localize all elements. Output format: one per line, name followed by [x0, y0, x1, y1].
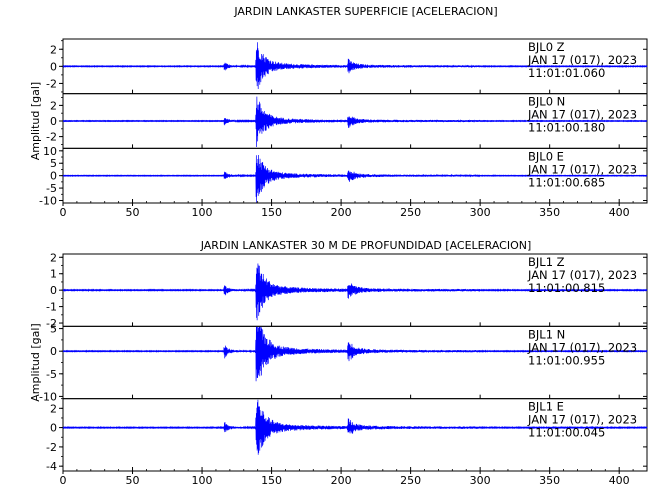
x-tick-label: 400	[609, 206, 630, 219]
trace-station-label: BJL1 Z	[528, 255, 565, 269]
trace-time-label: 11:01:00.815	[528, 281, 605, 295]
x-tick-label: 0	[60, 474, 67, 487]
y-tick-label: 2	[50, 43, 57, 56]
panel-2-ylabel: Amplitud [gal]	[29, 323, 42, 401]
y-tick-label: -5	[46, 182, 57, 195]
trace-date-label: JAN 17 (017), 2023	[527, 268, 637, 282]
y-tick-label: -10	[39, 390, 57, 403]
y-tick-label: -2	[46, 131, 57, 144]
trace-time-label: 11:01:01.060	[528, 66, 605, 80]
y-tick-label: 5	[50, 323, 57, 336]
trace-station-label: BJL0 Z	[528, 40, 565, 54]
y-tick-label: 0	[50, 115, 57, 128]
y-tick-label: 0	[50, 422, 57, 435]
y-tick-label: -1	[46, 301, 57, 314]
y-tick-label: 5	[50, 157, 57, 170]
y-tick-label: -2	[46, 77, 57, 90]
y-tick-label: -4	[46, 460, 57, 473]
trace-time-label: 11:01:00.955	[528, 353, 605, 367]
y-tick-label: 0	[50, 60, 57, 73]
y-tick-label: 1	[50, 268, 57, 281]
panel-2-title: JARDIN LANKASTER 30 M DE PROFUNDIDAD [AC…	[200, 239, 532, 252]
x-tick-label: 400	[609, 474, 630, 487]
x-tick-label: 300	[470, 474, 491, 487]
x-tick-label: 100	[192, 206, 213, 219]
trace-time-label: 11:01:00.045	[528, 426, 605, 440]
x-tick-label: 250	[400, 474, 421, 487]
trace-date-label: JAN 17 (017), 2023	[527, 413, 637, 427]
y-tick-label: -5	[46, 368, 57, 381]
y-tick-label: 2	[50, 251, 57, 264]
x-tick-label: 250	[400, 206, 421, 219]
trace-station-label: BJL0 N	[528, 95, 565, 109]
trace-station-label: BJL1 N	[528, 327, 565, 341]
panel-1-ylabel: Amplitud [gal]	[29, 82, 42, 160]
trace-date-label: JAN 17 (017), 2023	[527, 53, 637, 67]
trace-date-label: JAN 17 (017), 2023	[527, 340, 637, 354]
x-tick-label: 0	[60, 206, 67, 219]
y-tick-label: -2	[46, 441, 57, 454]
y-tick-label: 0	[50, 170, 57, 183]
y-tick-label: 2	[50, 99, 57, 112]
trace-time-label: 11:01:00.685	[528, 175, 605, 189]
trace-time-label: 11:01:00.180	[528, 121, 605, 135]
x-tick-label: 200	[331, 474, 352, 487]
trace-station-label: BJL0 E	[528, 149, 564, 163]
y-tick-label: -2	[46, 317, 57, 330]
x-tick-label: 50	[126, 206, 140, 219]
x-tick-label: 350	[539, 206, 560, 219]
trace-station-label: BJL1 E	[528, 400, 564, 414]
x-tick-label: 300	[470, 206, 491, 219]
x-tick-label: 50	[126, 474, 140, 487]
y-tick-label: 0	[50, 345, 57, 358]
x-tick-label: 100	[192, 474, 213, 487]
trace-date-label: JAN 17 (017), 2023	[527, 162, 637, 176]
x-tick-label: 150	[261, 206, 282, 219]
y-tick-label: 2	[50, 402, 57, 415]
x-tick-label: 200	[331, 206, 352, 219]
x-tick-label: 350	[539, 474, 560, 487]
y-tick-label: -10	[39, 195, 57, 208]
panel-1-title: JARDIN LANKASTER SUPERFICIE [ACELERACION…	[233, 5, 497, 18]
y-tick-label: 0	[50, 284, 57, 297]
x-tick-label: 150	[261, 474, 282, 487]
trace-date-label: JAN 17 (017), 2023	[527, 108, 637, 122]
y-tick-label: 10	[43, 145, 57, 158]
